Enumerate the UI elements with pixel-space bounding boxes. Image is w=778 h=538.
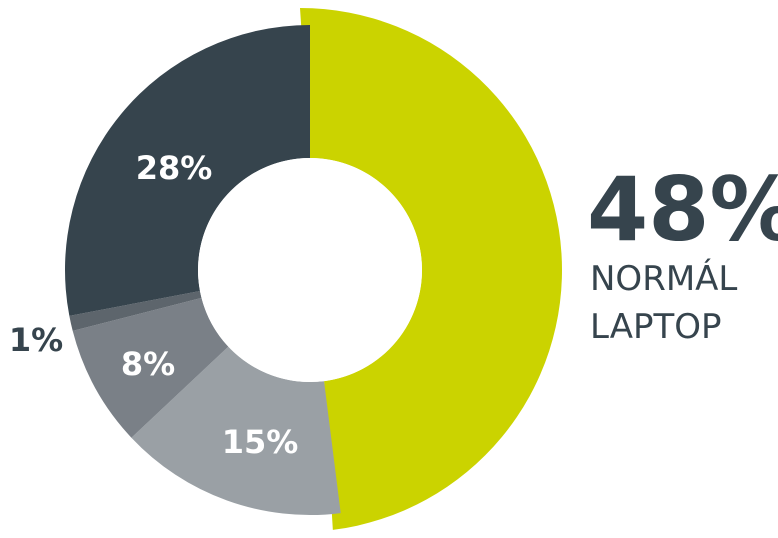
slice-labels: 15% 8% 1% 28% <box>9 149 298 461</box>
main-caption-line-2: LAPTOP <box>590 307 722 347</box>
donut-hole <box>198 158 422 382</box>
slice-label-8: 8% <box>121 345 175 383</box>
main-percentage: 48% <box>587 158 778 261</box>
donut-slice-28 <box>64 25 310 316</box>
donut-slice-48 <box>300 8 563 530</box>
donut-slices <box>64 8 563 530</box>
donut-slice-1 <box>69 290 202 331</box>
slice-label-1: 1% <box>9 321 63 359</box>
main-callout: 48% NORMÁL LAPTOP <box>587 158 778 347</box>
donut-slice-8 <box>72 297 229 438</box>
main-caption-line-1: NORMÁL <box>590 258 737 299</box>
donut-slice-15 <box>131 346 341 515</box>
slice-label-28: 28% <box>136 149 213 187</box>
slice-label-15: 15% <box>222 423 299 461</box>
